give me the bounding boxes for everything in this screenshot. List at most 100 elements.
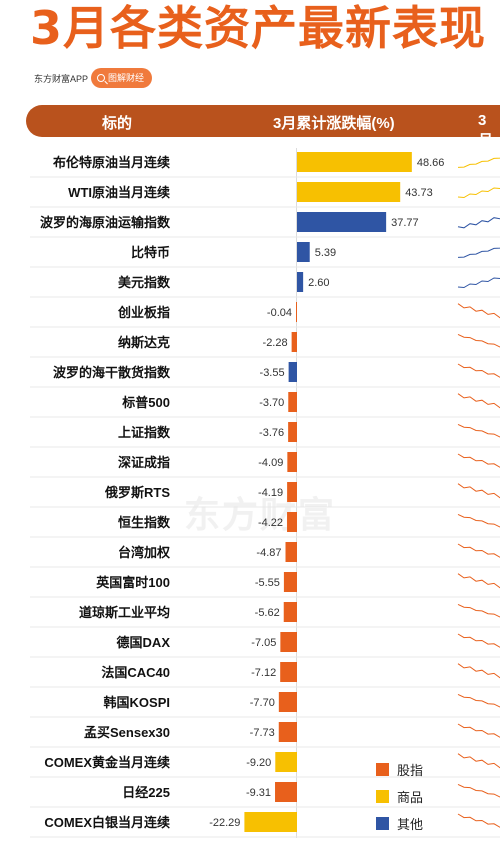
trend-sparkline	[457, 277, 500, 289]
bar	[280, 662, 297, 682]
trend-sparkline	[457, 247, 500, 258]
legend-label-index: 股指	[397, 763, 424, 778]
trend-sparkline	[457, 513, 500, 528]
page-title: 3月各类资产最新表现	[30, 1, 487, 55]
bar	[244, 812, 297, 832]
value-label: -7.05	[251, 637, 276, 649]
trend-sparkline	[457, 453, 500, 468]
trend-sparkline	[457, 573, 500, 589]
category-label: WTI原油当月连续	[68, 185, 170, 200]
bar	[287, 482, 297, 502]
legend-label-other: 其他	[397, 817, 424, 832]
value-label: 43.73	[405, 187, 433, 199]
trend-sparkline	[457, 663, 500, 679]
bar	[275, 782, 297, 802]
category-label: 比特币	[131, 245, 170, 260]
value-label: -2.28	[263, 337, 288, 349]
bar	[297, 152, 412, 172]
value-label: -3.76	[259, 427, 284, 439]
value-label: -7.73	[250, 727, 275, 739]
category-label: 创业板指	[117, 305, 170, 320]
legend-swatch-other	[376, 817, 389, 830]
value-label: -3.70	[259, 397, 284, 409]
trend-sparkline	[457, 363, 500, 378]
bar	[278, 692, 297, 712]
legend-swatch-index	[376, 763, 389, 776]
category-label: 台湾加权	[118, 545, 171, 560]
tujie-caijing-button[interactable]: 图解财经	[91, 68, 153, 88]
value-label: -4.09	[258, 457, 283, 469]
bar	[288, 422, 297, 442]
category-label: 波罗的海干散货指数	[53, 365, 171, 380]
trend-sparkline	[457, 217, 500, 229]
category-label: 英国富时100	[95, 575, 170, 590]
watermark: 东方财富	[184, 494, 337, 535]
value-label: -4.19	[258, 487, 283, 499]
legend-swatch-commodity	[376, 790, 389, 803]
value-label: 37.77	[391, 217, 419, 229]
app-name: 东方财富APP	[34, 74, 89, 84]
value-label: 2.60	[308, 277, 329, 289]
value-label: -22.29	[209, 817, 240, 829]
category-label: 纳斯达克	[118, 335, 170, 350]
bar	[287, 512, 297, 532]
bar	[283, 572, 297, 592]
category-label: COMEX黄金当月连续	[44, 755, 170, 770]
category-label: 孟买Sensex30	[84, 725, 170, 740]
bar	[296, 302, 297, 322]
category-label: 标普500	[121, 395, 170, 410]
trend-sparkline	[457, 393, 500, 409]
value-label: -5.62	[255, 607, 280, 619]
bar	[285, 542, 297, 562]
category-label: 上证指数	[118, 425, 171, 440]
table-header	[26, 105, 500, 137]
value-label: -4.22	[258, 517, 283, 529]
value-label: 48.66	[417, 157, 445, 169]
category-label: 道琼斯工业平均	[79, 605, 170, 620]
value-label: -0.04	[267, 307, 292, 319]
bar	[291, 332, 297, 352]
trend-sparkline	[457, 783, 500, 798]
bar	[297, 272, 304, 292]
category-label: 俄罗斯RTS	[104, 485, 170, 500]
trend-sparkline	[457, 723, 500, 738]
bar	[297, 182, 401, 202]
trend-sparkline	[457, 633, 500, 648]
bar	[283, 602, 297, 622]
value-label: -9.31	[246, 787, 271, 799]
bar	[288, 392, 297, 412]
value-label: -3.55	[260, 367, 285, 379]
bar	[288, 362, 297, 382]
trend-sparkline	[457, 603, 500, 618]
value-label: 5.39	[315, 247, 336, 259]
trend-sparkline	[457, 187, 500, 199]
category-label: 德国DAX	[117, 635, 171, 650]
category-label: 深证成指	[118, 455, 170, 470]
trend-sparkline	[457, 543, 500, 558]
legend-label-commodity: 商品	[397, 790, 424, 805]
value-label: -9.20	[246, 757, 271, 769]
value-label: -5.55	[255, 577, 280, 589]
bar	[297, 242, 310, 262]
trend-sparkline	[457, 333, 500, 348]
trend-sparkline	[457, 813, 500, 828]
bar	[275, 752, 297, 772]
trend-sparkline	[457, 157, 500, 168]
trend-sparkline	[457, 423, 500, 438]
bar	[297, 212, 387, 232]
legend-item-other: 其他	[376, 814, 423, 833]
header-col-target: 标的	[102, 115, 133, 132]
value-label: -7.12	[251, 667, 276, 679]
category-label: 美元指数	[118, 275, 171, 290]
bar	[287, 452, 297, 472]
legend-item-commodity: 商品	[376, 787, 423, 806]
trend-sparkline	[457, 483, 500, 499]
trend-sparkline	[457, 303, 500, 319]
bar	[278, 722, 297, 742]
tujie-caijing-label: 图解财经	[108, 73, 145, 83]
legend-item-index: 股指	[376, 760, 423, 779]
search-icon	[97, 74, 105, 82]
category-label: 波罗的海原油运输指数	[40, 215, 171, 230]
header-col-change: 3月累计涨跌幅(%)	[273, 115, 395, 132]
category-label: 恒生指数	[118, 515, 171, 530]
